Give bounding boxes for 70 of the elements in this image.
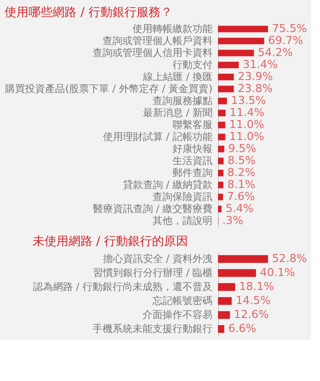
data-label: 40.1% xyxy=(260,266,295,279)
y-tick-label: 郵件查詢 xyxy=(172,167,212,179)
data-label: 52.8% xyxy=(272,252,307,265)
bar xyxy=(218,38,264,44)
bar xyxy=(218,134,226,140)
bar xyxy=(218,74,234,80)
data-label: 8.1% xyxy=(227,178,256,191)
text: 未使用網路 / 行動銀行的原因 xyxy=(32,234,188,248)
y-tick-label: 查詢或管理個人帳戶資料 xyxy=(102,35,212,47)
data-label: 11.0% xyxy=(229,130,264,143)
data-label: 23.9% xyxy=(238,70,273,83)
data-label: 75.5% xyxy=(272,22,307,35)
bar xyxy=(218,122,226,128)
data-label: 7.6% xyxy=(227,190,255,203)
y-tick-label: 生活資訊 xyxy=(172,155,212,167)
data-label: 11.0% xyxy=(229,118,264,131)
data-label: 8.2% xyxy=(227,166,256,179)
data-label: 8.5% xyxy=(228,154,256,167)
data-label: 18.1% xyxy=(239,280,274,293)
y-tick-label: 手機系統未能支援行動銀行 xyxy=(92,323,212,335)
y-tick-label: 使用理財試算 / 記帳功能 xyxy=(102,131,212,143)
y-tick-label: 線上結匯 / 換匯 xyxy=(142,71,212,83)
y-tick-label: 好康快報 xyxy=(172,143,212,155)
y-tick-label: 查詢或管理個人信用卡資料 xyxy=(92,47,212,59)
bar xyxy=(218,86,234,92)
data-label: 54.2% xyxy=(258,46,293,59)
y-tick-label: 購買投資產品(股票下單 / 外幣定存 / 黃金買賣) xyxy=(5,83,213,95)
bar xyxy=(218,311,230,319)
y-tick-label: 查詢保險資訊 xyxy=(152,191,212,203)
y-tick-label: 最新消息 / 新聞 xyxy=(142,107,212,119)
y-tick-label: 醫療資訊查詢 / 繳交醫療費 xyxy=(92,203,212,215)
bar xyxy=(218,325,224,333)
y-tick-label: 查詢服務據點 xyxy=(152,95,212,107)
data-label: 6.6% xyxy=(228,322,256,335)
data-label: 12.6% xyxy=(234,308,269,321)
data-label: 9.5% xyxy=(228,142,256,155)
data-label: 11.4% xyxy=(230,106,265,119)
data-label: 69.7% xyxy=(268,34,304,47)
y-tick-label: 貸款查詢 / 繳納貸款 xyxy=(122,179,212,191)
data-label: .3% xyxy=(222,214,244,227)
data-label: 5.4% xyxy=(226,202,254,215)
y-tick-label: 忘記帳號密碼 xyxy=(152,295,212,307)
bar xyxy=(218,110,226,116)
bar xyxy=(218,50,254,56)
bar xyxy=(218,62,239,68)
bar xyxy=(218,255,268,263)
bar xyxy=(218,170,224,176)
bar xyxy=(218,182,224,188)
bar xyxy=(218,158,224,164)
y-tick-label: 介面操作不容易 xyxy=(142,309,212,321)
text: 使用哪些網路 / 行動銀行服務？ xyxy=(4,5,172,19)
data-label: 31.4% xyxy=(242,58,278,71)
y-tick-label: 習慣到銀行分行辦理 / 臨櫃 xyxy=(92,267,212,279)
bar xyxy=(218,26,268,32)
y-tick-label: 聯繫客服 xyxy=(172,119,212,131)
bar xyxy=(218,98,227,104)
bar xyxy=(218,194,224,200)
y-tick-label: 擔心資訊安全 / 資料外洩 xyxy=(102,253,212,265)
data-label: 23.8% xyxy=(238,82,273,95)
bar xyxy=(218,283,236,291)
bar xyxy=(218,146,224,152)
y-tick-label: 認為網路 / 行動銀行尚未成熟，還不普及 xyxy=(32,281,212,293)
y-tick-label: 其他，請說明 xyxy=(152,215,212,227)
bar xyxy=(218,297,232,305)
bar xyxy=(218,269,256,277)
y-tick-label: 行動支付 xyxy=(172,59,212,71)
data-label: 14.5% xyxy=(236,294,271,307)
y-tick-label: 使用轉帳繳款功能 xyxy=(132,23,212,35)
data-label: 13.5% xyxy=(230,94,266,107)
bar xyxy=(218,206,222,212)
